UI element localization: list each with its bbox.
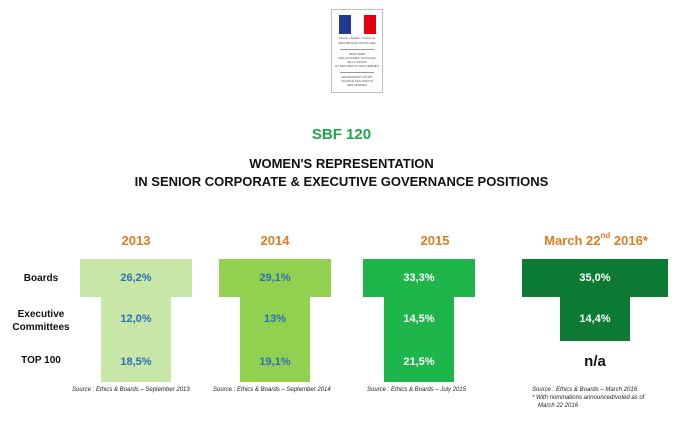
source-2014: Source : Ethics & Boards – September 201…: [213, 387, 331, 393]
cell-2014-top-100: 19,1%: [240, 341, 310, 382]
logo-republic: RÉPUBLIQUE FRANÇAISE: [338, 41, 376, 45]
year-header-2013: 2013: [121, 233, 151, 248]
source-2016-line-1: Source : Ethics & Boards – March 2016: [532, 387, 638, 393]
logo-ministry-2: DES AFFAIRES SOCIALES: [338, 56, 376, 60]
source-2016: Source : Ethics & Boards – March 2016 * …: [532, 386, 644, 410]
cell-2015-top-100: 21,5%: [384, 341, 454, 382]
logo-ministry-3: DE LA SANTÉ: [347, 60, 367, 64]
flag-white-stripe: [351, 15, 364, 34]
logo-secretariat-1: SECRÉTARIAT D'ÉTAT: [341, 75, 373, 79]
column-2016: 35,0% 14,4% n/a: [522, 259, 668, 382]
row-label-executive-committees: Executive Committees: [12, 309, 70, 333]
column-2013: 26,2% 12,0% 18,5%: [80, 259, 192, 382]
cell-2015-executive-committees: 14,5%: [384, 297, 454, 341]
source-2016-line-2: * With nominations announced/voted as of: [532, 395, 645, 401]
year-header-2015: 2015: [420, 233, 450, 248]
logo-ministry-4: ET DES DROITS DES FEMMES: [335, 64, 379, 68]
chart-title-line-2: IN SENIOR CORPORATE & EXECUTIVE GOVERNAN…: [134, 174, 549, 189]
source-2015: Source : Ethics & Boards – July 2015: [367, 387, 467, 393]
cell-2013-boards: 26,2%: [80, 259, 192, 297]
source-2013: Source : Ethics & Boards – September 201…: [72, 387, 190, 393]
row-label-top-100: TOP 100: [21, 355, 61, 366]
cell-2016-executive-committees: 14,4%: [560, 297, 630, 341]
cell-2016-top-100: n/a: [584, 353, 606, 370]
cell-2015-boards: 33,3%: [363, 259, 475, 297]
cell-2014-executive-committees: 13%: [240, 297, 310, 341]
government-logo: Liberté • Égalité • Fraternité RÉPUBLIQU…: [331, 9, 383, 93]
cell-2016-boards: 35,0%: [522, 259, 668, 297]
cell-2013-executive-committees: 12,0%: [101, 297, 171, 341]
flag-red-stripe: [363, 15, 376, 34]
cell-2014-boards: 29,1%: [219, 259, 331, 297]
column-2015: 33,3% 14,5% 21,5%: [363, 259, 475, 382]
logo-secretariat-3: DES FEMMES: [347, 83, 367, 87]
logo-divider: [340, 49, 374, 50]
logo-ministry-1: MINISTÈRE: [348, 52, 366, 56]
logo-secretariat-2: CHARGÉ DES DROITS: [340, 79, 373, 83]
index-title: SBF 120: [311, 126, 372, 143]
column-2014: 29,1% 13% 19,1%: [219, 259, 331, 382]
french-flag-icon: [339, 15, 376, 34]
cell-2013-top-100: 18,5%: [101, 341, 171, 382]
year-header-2016: March 22nd 2016*: [544, 231, 648, 248]
source-2016-line-3: March 22 2016: [538, 403, 579, 409]
year-header-2014: 2014: [260, 233, 290, 248]
chart-title-line-1: WOMEN'S REPRESENTATION: [249, 156, 434, 171]
flag-blue-stripe: [339, 15, 352, 34]
logo-motto: Liberté • Égalité • Fraternité: [338, 36, 376, 40]
row-label-boards: Boards: [23, 273, 59, 284]
logo-divider: [340, 72, 374, 73]
